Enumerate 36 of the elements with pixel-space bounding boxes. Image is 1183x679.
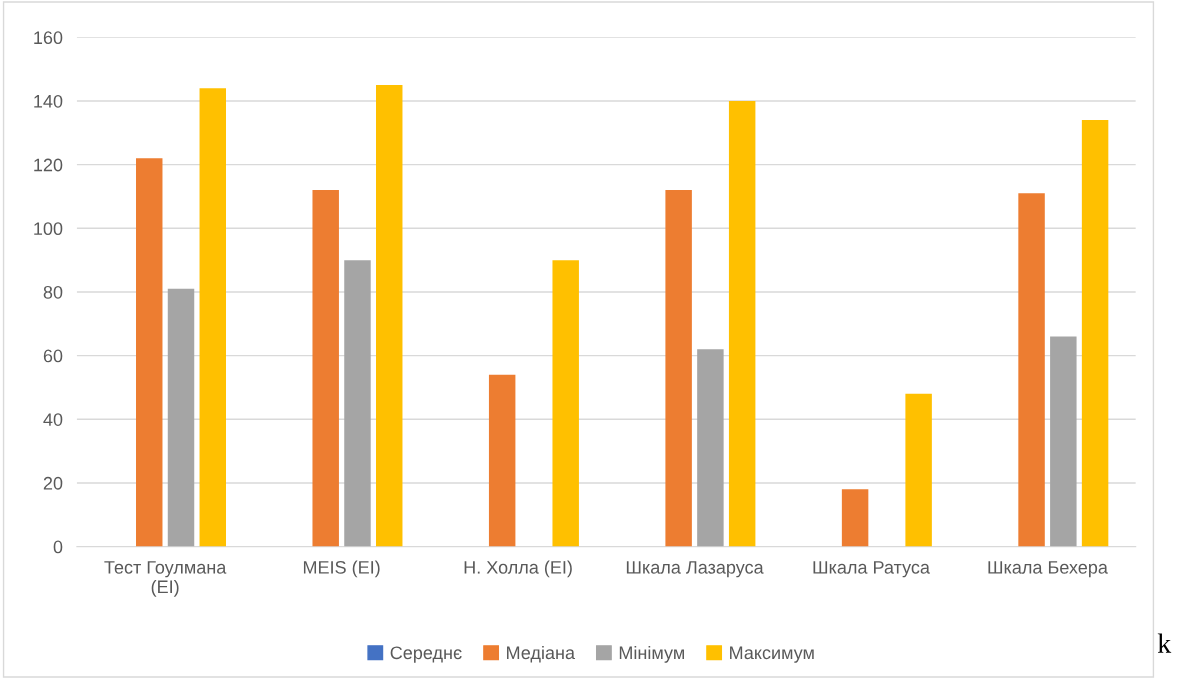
y-tick-label: 120 [34, 158, 63, 172]
bar [376, 85, 403, 547]
y-tick-label: 140 [34, 94, 63, 108]
y-tick-label: 160 [34, 31, 63, 45]
bar [905, 393, 932, 547]
legend-label: Мінімум [619, 645, 684, 663]
x-tick-label: Шкала Бехера [988, 561, 1108, 578]
legend-label: Середнє [390, 646, 462, 663]
y-tick-label: 100 [34, 222, 63, 236]
y-tick-label: 60 [43, 349, 63, 363]
x-tick-label: Шкала Лазаруса [626, 561, 764, 578]
bar [136, 158, 163, 547]
y-tick-label: 20 [43, 476, 63, 490]
x-tick-label: Шкала Ратуса [813, 561, 930, 578]
bar [665, 190, 692, 547]
bar [312, 190, 339, 547]
x-tick-label: Н. Холла (EI) [464, 560, 572, 578]
bar [1050, 336, 1077, 547]
y-tick-label: 40 [43, 413, 63, 426]
bar [841, 489, 869, 547]
bar [552, 260, 579, 547]
bar [1018, 193, 1045, 547]
text: k [1157, 633, 1172, 653]
x-tick-label: MEIS (EI) [303, 560, 380, 578]
bar [199, 88, 227, 547]
y-tick-label: 0 [53, 540, 63, 554]
bar [697, 349, 724, 547]
bar [1081, 120, 1109, 547]
y-tick-label: 80 [43, 285, 63, 299]
legend-label: Максимум [730, 646, 814, 663]
bar [488, 374, 516, 547]
legend-label: Медіана [507, 645, 576, 663]
x-tick-label: Тест Гоулмана (EI) [104, 561, 227, 597]
bar [728, 101, 756, 547]
bar [167, 288, 195, 547]
bar [344, 260, 371, 547]
